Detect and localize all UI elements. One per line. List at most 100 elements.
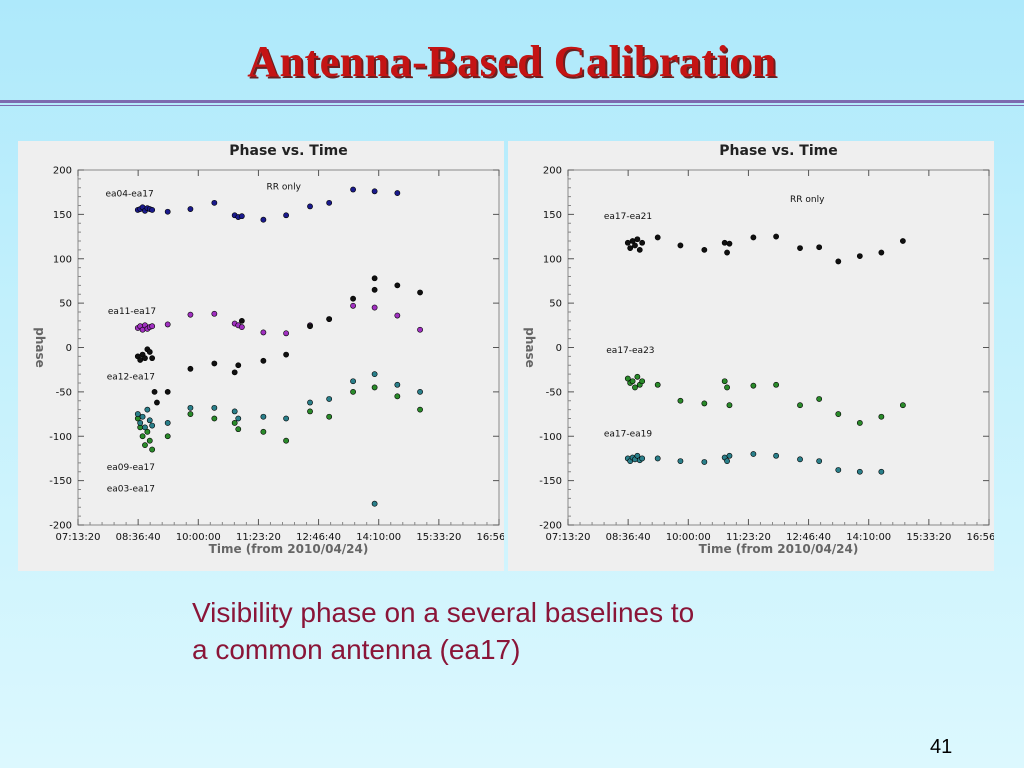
x-tick-label: 12:46:40 [786,532,831,543]
data-point [350,186,356,193]
data-point [137,420,144,426]
x-tick-label: 16:56:40 [967,532,994,543]
data-point [816,458,823,464]
data-point [164,433,171,440]
data-point [238,317,245,324]
data-point [627,245,634,251]
y-tick-label: -150 [49,476,72,487]
data-point [721,378,728,385]
data-point [149,446,156,453]
data-point [260,216,267,223]
data-point [142,355,148,362]
data-point [231,420,238,426]
y-tick-label: -50 [56,387,72,398]
data-point [856,468,863,475]
x-tick-label: 10:00:00 [176,532,221,543]
data-point [326,413,333,420]
data-point [726,240,733,247]
x-tick-label: 15:33:20 [416,532,461,543]
title-divider [0,100,1024,103]
x-tick-label: 14:10:00 [846,532,891,543]
data-point [634,452,641,459]
data-point [878,249,885,256]
data-point [187,365,194,372]
y-tick-label: -100 [49,432,72,443]
x-tick-label: 11:23:20 [236,532,281,543]
phase-chart-right-svg: Phase vs. Time 200 150 100 50 0 -50 -100 -150 -20… [523,143,994,556]
data-point [211,360,218,367]
x-tick-label: 14:10:00 [356,532,401,543]
x-tick-label: 12:46:40 [296,532,341,543]
data-point [899,402,906,409]
data-point [326,199,333,206]
data-point [701,246,708,253]
data-point [211,415,218,422]
data-point [142,424,148,431]
data-point [677,458,684,464]
data-point [164,420,171,426]
data-point [654,455,661,462]
data-point [371,188,378,195]
data-point [797,245,803,251]
series-label: ea09-ea17 [107,463,155,473]
y-tick-label: 100 [53,254,72,265]
data-point [394,381,401,388]
data-point [149,323,156,330]
data-point [750,382,757,389]
page-number: 41 [930,736,953,758]
data-point [260,428,267,435]
data-point [283,330,290,337]
data-point [283,415,290,422]
data-point [654,234,661,241]
y-tick-label: 100 [543,254,562,265]
data-point [139,413,146,420]
y-tick-label: -50 [546,387,562,398]
data-point [624,375,631,382]
data-point [624,239,631,246]
data-point [260,413,267,420]
data-point [724,249,730,256]
data-point [164,208,171,215]
data-point [326,396,333,402]
data-point [417,406,423,413]
y-tick-label: 200 [53,166,72,177]
data-point [773,452,780,459]
data-point [154,399,160,406]
data-point [816,244,823,251]
y-tick-label: 150 [53,210,72,221]
data-point [164,321,171,328]
data-point [773,381,780,388]
data-point [629,378,636,385]
y-tick-label: 50 [549,299,562,310]
data-point [677,242,684,249]
data-point [797,402,803,409]
data-point [417,326,423,333]
data-point [134,411,141,417]
series-label: ea04-ea17 [106,190,154,200]
data-point [394,393,401,400]
data-point [238,324,245,330]
y-tick-label: -150 [539,476,562,487]
x-tick-label: 07:13:20 [546,532,591,543]
data-point [211,199,218,206]
data-point [816,396,823,402]
data-point [307,203,313,210]
data-point [235,415,242,422]
data-point [139,433,146,440]
y-tick-label: 0 [66,343,72,354]
chart-annotation: RR only [790,195,825,205]
data-point [701,400,708,407]
data-point [137,357,144,363]
x-axis-label: Time (from 2010/04/24) [209,542,369,556]
chart-title: Phase vs. Time [719,143,837,159]
y-tick-label: 0 [556,343,562,354]
data-point [750,451,757,457]
data-point [350,378,356,385]
data-point [899,238,906,244]
data-point [187,411,194,417]
data-point [371,384,378,391]
data-point [146,437,153,444]
phase-chart-right: Phase vs. Time 200 150 100 50 0 -50 -100 -150 -20… [508,141,994,571]
data-point [371,286,378,293]
data-point [283,212,290,219]
